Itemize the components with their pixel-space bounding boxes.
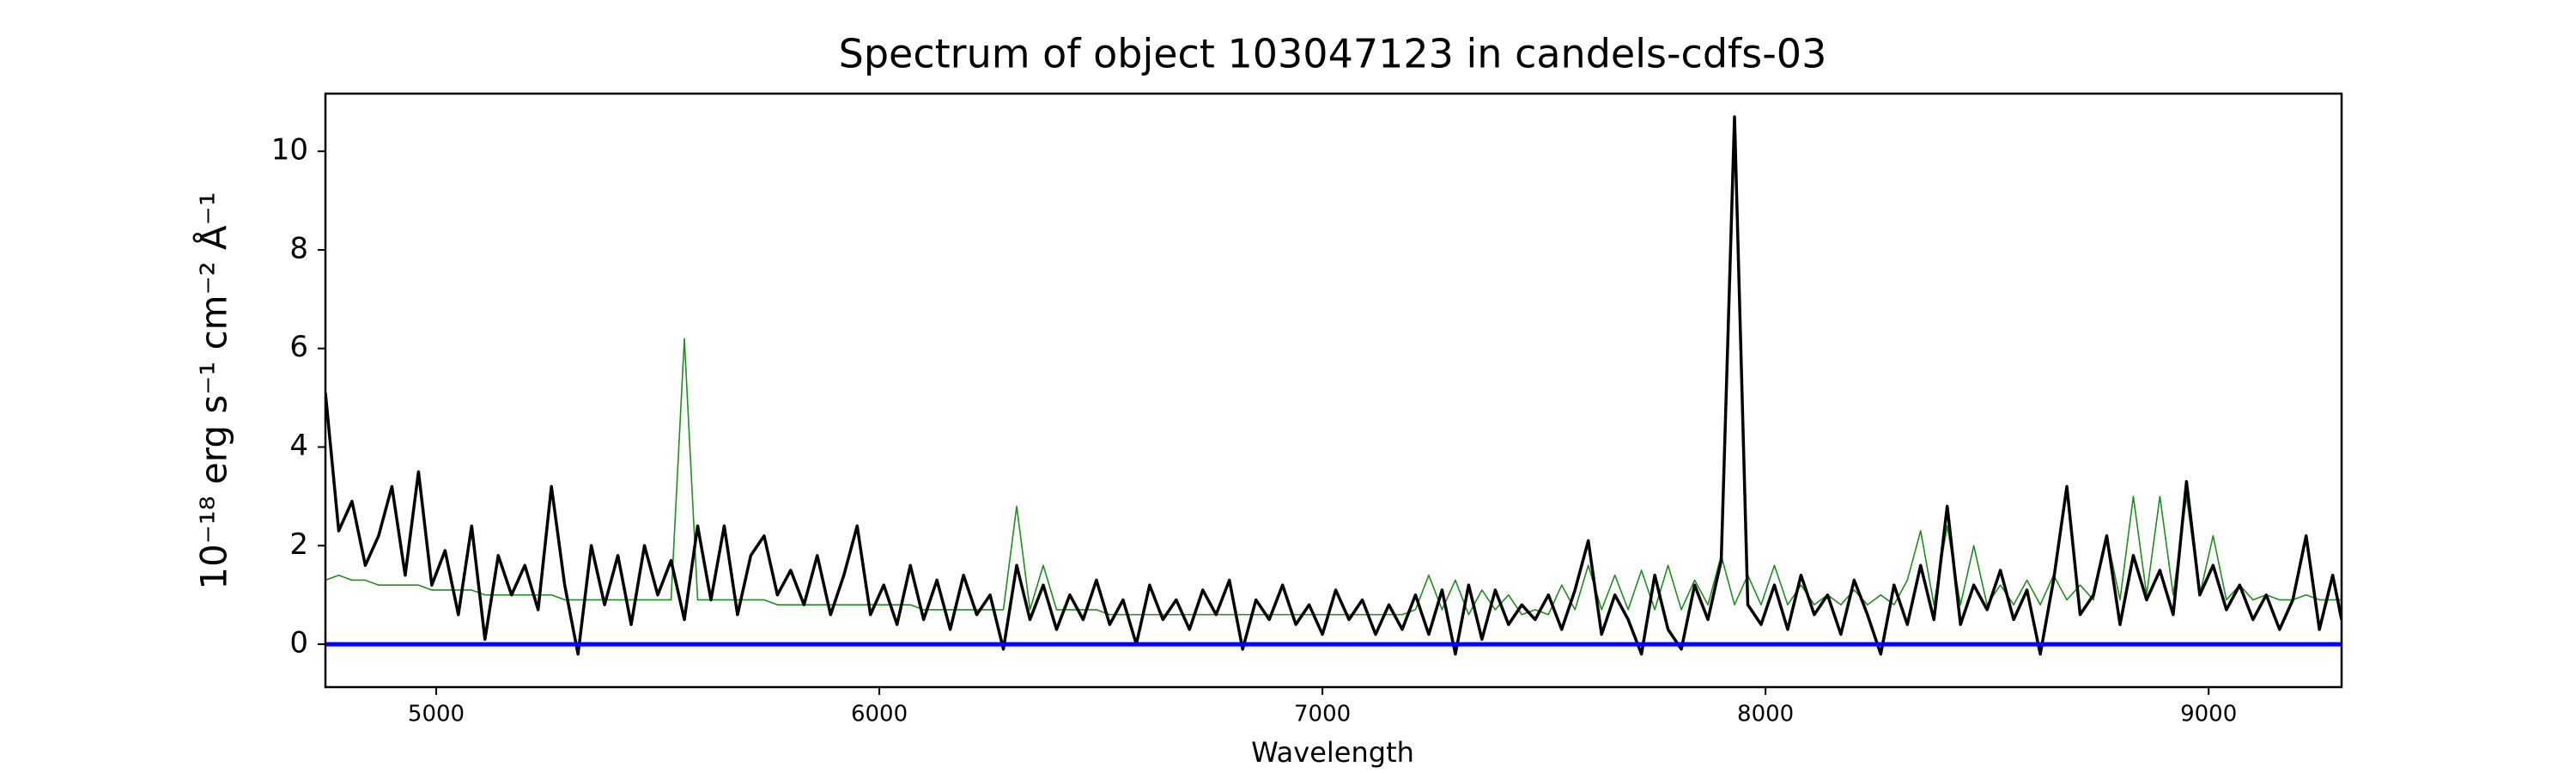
spectrum-line (325, 338, 2342, 616)
x-tick-label: 6000 (851, 702, 908, 727)
x-tick-label: 5000 (408, 702, 465, 727)
x-tick-label: 9000 (2180, 702, 2237, 727)
x-tick-label: 7000 (1294, 702, 1351, 727)
y-tick-label: 4 (289, 429, 308, 463)
x-tick-label: 8000 (1737, 702, 1794, 727)
y-tick-label: 6 (289, 330, 308, 364)
y-tick-label: 0 (289, 626, 308, 660)
y-tick-label: 2 (289, 527, 308, 562)
spectrum-line (325, 115, 2342, 656)
y-axis-label: 10⁻¹⁸ erg s⁻¹ cm⁻² Å⁻¹ (192, 192, 235, 589)
chart-title: Spectrum of object 103047123 in candels-… (839, 31, 1827, 77)
y-tick-label: 8 (289, 231, 308, 265)
y-tick-label: 10 (271, 133, 308, 167)
plot-frame (324, 92, 2343, 689)
x-axis-label: Wavelength (1251, 736, 1414, 769)
